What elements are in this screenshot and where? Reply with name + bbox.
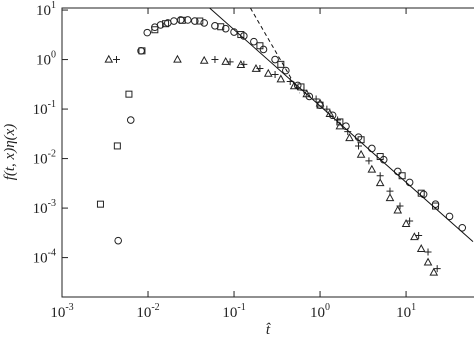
square-marker xyxy=(151,26,159,34)
triangle-marker xyxy=(375,178,385,187)
plus-marker xyxy=(424,248,432,256)
plus-marker xyxy=(112,56,120,64)
square-marker xyxy=(256,42,264,50)
plus-marker xyxy=(355,142,363,150)
square-marker xyxy=(336,118,344,126)
y-tick-label: 100 xyxy=(36,50,56,69)
triangle-marker xyxy=(221,56,231,65)
circle-marker xyxy=(328,111,337,120)
triangle-marker xyxy=(423,257,433,266)
x-tick-label: 100 xyxy=(310,302,330,321)
x-axis-label: t̂ xyxy=(266,322,271,338)
circle-marker xyxy=(271,55,279,64)
circle-marker xyxy=(156,21,165,29)
triangle-marker xyxy=(429,267,439,276)
y-axis-label: f(t, x)η(x) xyxy=(2,124,18,181)
circle-marker xyxy=(200,19,209,27)
circle-marker xyxy=(221,24,230,33)
plot-frame xyxy=(61,7,474,298)
circle-marker xyxy=(143,28,152,37)
triangle-marker xyxy=(416,244,426,252)
plus-marker xyxy=(211,56,219,64)
circle-marker xyxy=(114,236,122,245)
plus-marker xyxy=(312,95,320,103)
triangle-marker xyxy=(276,74,286,83)
triangle-marker xyxy=(410,232,419,241)
square-marker xyxy=(178,16,186,24)
plus-marker xyxy=(406,217,414,225)
circle-marker xyxy=(183,16,192,24)
circle-marker xyxy=(405,178,414,187)
circle-marker xyxy=(282,66,290,75)
triangle-marker xyxy=(367,164,377,173)
plus-marker xyxy=(415,231,423,239)
square-marker xyxy=(113,142,121,150)
plus-marker xyxy=(365,157,373,165)
triangle-marker xyxy=(302,89,312,98)
square-marker xyxy=(96,200,104,208)
circle-marker xyxy=(393,167,402,176)
plus-marker xyxy=(300,86,308,94)
x-tick-label: 10-1 xyxy=(222,302,245,321)
plus-marker xyxy=(240,60,248,68)
triangle-marker xyxy=(199,55,209,64)
circle-marker xyxy=(458,223,467,232)
triangle-marker xyxy=(345,133,354,142)
triangle-marker xyxy=(263,68,273,77)
plus-marker xyxy=(376,172,384,180)
square-marker xyxy=(138,47,146,55)
x-tick-label: 101 xyxy=(396,302,416,321)
circle-marker xyxy=(170,17,178,25)
circle-marker xyxy=(259,45,268,54)
plus-marker xyxy=(433,265,441,273)
circle-marker xyxy=(368,144,376,153)
fit-line xyxy=(209,8,474,243)
square-marker xyxy=(196,17,204,25)
x-tick-label: 10-3 xyxy=(50,302,73,321)
square-marker xyxy=(277,60,285,68)
plus-marker xyxy=(226,58,234,66)
circle-marker xyxy=(250,37,258,46)
square-marker xyxy=(217,23,225,31)
circle-marker xyxy=(445,212,454,221)
square-marker xyxy=(237,31,245,39)
square-marker xyxy=(125,90,133,98)
fit-line xyxy=(249,8,301,94)
plus-marker xyxy=(256,64,264,72)
circle-marker xyxy=(126,116,135,124)
triangle-marker xyxy=(173,54,182,63)
plus-marker xyxy=(271,70,279,78)
triangle-marker xyxy=(401,219,411,227)
circle-marker xyxy=(211,22,219,30)
square-marker xyxy=(162,20,170,28)
y-tick-label: 10-3 xyxy=(33,198,56,217)
y-tick-label: 10-4 xyxy=(33,248,56,267)
triangle-marker xyxy=(393,205,403,214)
triangle-marker xyxy=(356,149,366,158)
y-tick-label: 101 xyxy=(36,0,56,19)
triangle-marker xyxy=(104,54,114,63)
x-tick-label: 10-2 xyxy=(136,302,159,321)
triangle-marker xyxy=(385,193,395,202)
y-tick-label: 10-2 xyxy=(33,149,56,168)
y-tick-label: 10-1 xyxy=(33,99,56,118)
plus-marker xyxy=(386,187,394,195)
plot-area xyxy=(96,8,474,276)
triangle-marker xyxy=(289,81,299,90)
plus-marker xyxy=(396,202,404,210)
circle-marker xyxy=(191,17,199,25)
plus-marker xyxy=(344,128,352,136)
